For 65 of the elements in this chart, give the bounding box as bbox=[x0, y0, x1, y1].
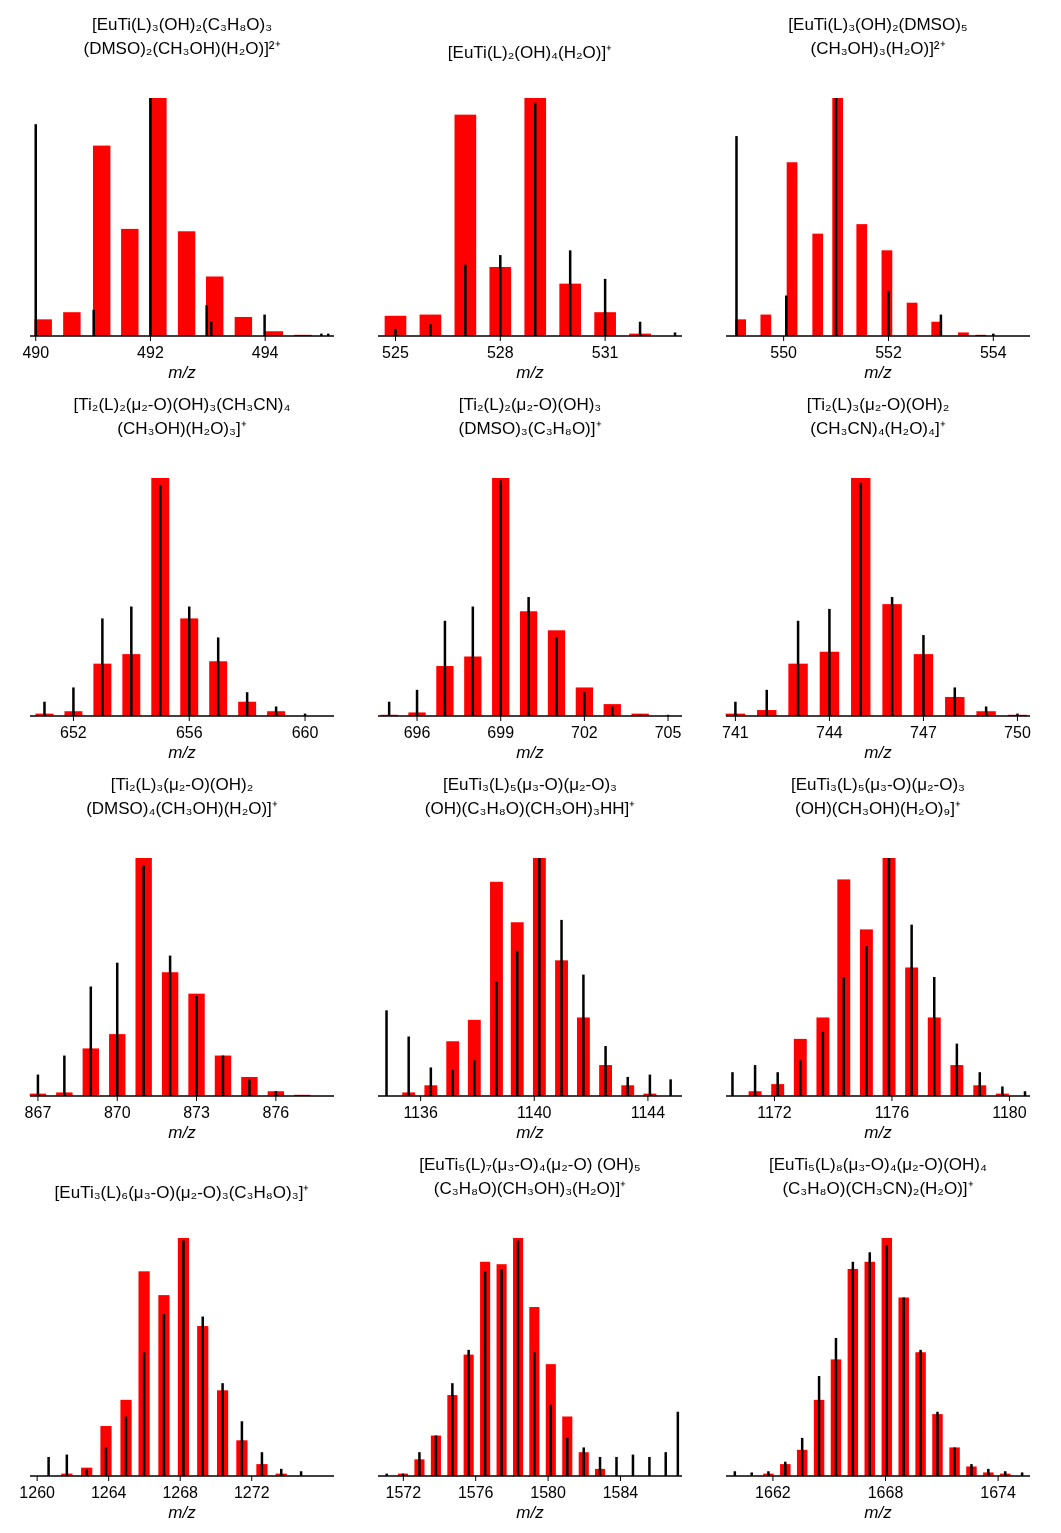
x-tick-label: 1180 bbox=[992, 1104, 1027, 1121]
x-tick-label: 660 bbox=[291, 724, 319, 741]
x-tick-label: 702 bbox=[571, 724, 598, 741]
x-tick-label: 1176 bbox=[874, 1104, 910, 1121]
x-tick-label: 1144 bbox=[630, 1104, 666, 1121]
chart-title: [EuTi₃(L)₆(μ₃-O)(μ₂-O)₃(C₃H₈O)₃]⁺ bbox=[54, 1183, 310, 1202]
x-tick-label: 1662 bbox=[755, 1484, 791, 1501]
x-tick-label: 1576 bbox=[457, 1484, 494, 1501]
chart-title: [EuTi₅(L)₇(μ₃-O)₄(μ₂-O) (OH)₅ (C₃H₈O)(CH₃OH)₃(H₂O)]⁺ bbox=[419, 1155, 641, 1198]
x-tick-label: 656 bbox=[175, 724, 203, 741]
x-tick-label: 528 bbox=[486, 344, 514, 361]
x-tick-label: 744 bbox=[816, 724, 843, 741]
x-tick-label: 741 bbox=[722, 724, 749, 741]
x-tick-label: 494 bbox=[251, 344, 279, 361]
x-tick-label: 747 bbox=[910, 724, 937, 741]
x-tick-label: 652 bbox=[60, 724, 87, 741]
x-tick-label: 1584 bbox=[602, 1484, 639, 1501]
chart-title: [Ti₂(L)₂(μ₂-O)(OH)₃ (DMSO)₃(C₃H₈O)]⁺ bbox=[458, 395, 602, 438]
x-tick-label: 552 bbox=[875, 344, 902, 361]
x-tick-label: 1580 bbox=[530, 1484, 566, 1501]
x-tick-label: 1136 bbox=[403, 1104, 438, 1121]
x-axis-title: m/z bbox=[168, 1503, 197, 1522]
x-axis-title: m/z bbox=[864, 363, 893, 382]
x-axis-title: m/z bbox=[168, 1123, 197, 1142]
chart-title: [EuTi₃(L)₅(μ₃-O)(μ₂-O)₃ (OH)(CH₃OH)(H₂O)₉]⁺ bbox=[790, 775, 966, 818]
x-tick-label: 554 bbox=[979, 344, 1007, 361]
chart-title: [EuTi(L)₃(OH)₂(DMSO)₅ (CH₃OH)₃(H₂O)]²⁺ bbox=[788, 15, 968, 58]
chart-title: [Ti₂(L)₂(μ₂-O)(OH)₃(CH₃CN)₄ (CH₃OH)(H₂O)₃]⁺ bbox=[73, 395, 291, 438]
x-tick-label: 550 bbox=[770, 344, 798, 361]
x-tick-label: 705 bbox=[654, 724, 682, 741]
x-tick-label: 867 bbox=[24, 1104, 52, 1121]
x-tick-label: 1668 bbox=[867, 1484, 904, 1501]
x-tick-label: 1572 bbox=[385, 1484, 422, 1501]
chart-title: [EuTi(L)₃(OH)₂(C₃H₈O)₃ (DMSO)₂(CH₃OH)(H₂O)]²⁺ bbox=[83, 15, 281, 58]
x-tick-label: 1140 bbox=[517, 1104, 552, 1121]
x-axis-title: m/z bbox=[864, 743, 893, 762]
x-axis-title: m/z bbox=[516, 1123, 545, 1142]
x-axis-title: m/z bbox=[168, 743, 197, 762]
x-tick-label: 531 bbox=[591, 344, 619, 361]
x-tick-label: 1172 bbox=[757, 1104, 792, 1121]
x-tick-label: 490 bbox=[22, 344, 50, 361]
x-tick-label: 696 bbox=[403, 724, 431, 741]
x-tick-label: 873 bbox=[183, 1104, 210, 1121]
x-tick-label: 1268 bbox=[162, 1484, 199, 1501]
x-axis-title: m/z bbox=[864, 1123, 893, 1142]
x-tick-label: 1272 bbox=[233, 1484, 270, 1501]
x-tick-label: 492 bbox=[137, 344, 164, 361]
x-axis-title: m/z bbox=[516, 743, 545, 762]
x-tick-label: 525 bbox=[382, 344, 409, 361]
x-axis-title: m/z bbox=[168, 363, 197, 382]
chart-title: [Ti₂(L)₃(μ₂-O)(OH)₂ (CH₃CN)₄(H₂O)₄]⁺ bbox=[806, 395, 950, 438]
x-tick-label: 1674 bbox=[980, 1484, 1016, 1501]
x-axis-title: m/z bbox=[516, 1503, 545, 1522]
x-tick-label: 750 bbox=[1004, 724, 1031, 741]
x-tick-label: 1260 bbox=[19, 1484, 56, 1501]
chart-title: [Ti₂(L)₃(μ₂-O)(OH)₂ (DMSO)₄(CH₃OH)(H₂O)]⁺ bbox=[86, 775, 278, 818]
x-axis-title: m/z bbox=[516, 363, 545, 382]
x-tick-label: 870 bbox=[103, 1104, 131, 1121]
x-tick-label: 699 bbox=[487, 724, 515, 741]
chart-title: [EuTi₅(L)₈(μ₃-O)₄(μ₂-O)(OH)₄ (C₃H₈O)(CH₃CN)₂(H₂O)]⁺ bbox=[769, 1155, 988, 1198]
x-tick-label: 1264 bbox=[90, 1484, 127, 1501]
x-tick-label: 876 bbox=[262, 1104, 290, 1121]
chart-title: [EuTi(L)₂(OH)₄(H₂O)]⁺ bbox=[447, 43, 613, 62]
x-axis-title: m/z bbox=[864, 1503, 893, 1522]
chart-title: [EuTi₃(L)₅(μ₃-O)(μ₂-O)₃ (OH)(C₃H₈O)(CH₃OH)₃HH]⁺ bbox=[424, 775, 636, 818]
